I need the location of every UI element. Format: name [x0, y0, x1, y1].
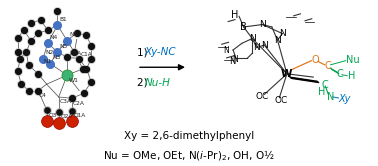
Text: H: H [231, 10, 238, 20]
Text: Nu = OMe, OEt, N($\it{i}$-Pr)$_2$, OH, O½: Nu = OMe, OEt, N($\it{i}$-Pr)$_2$, OH, O… [103, 149, 275, 163]
Text: H: H [318, 87, 325, 97]
Text: Nu: Nu [346, 55, 360, 65]
Text: O3: O3 [48, 113, 57, 118]
Text: C: C [324, 61, 331, 71]
Text: H: H [348, 71, 355, 81]
Text: Xy = 2,6-dimethylphenyl: Xy = 2,6-dimethylphenyl [124, 131, 254, 141]
Text: Xy-NC: Xy-NC [144, 47, 176, 57]
Text: C2A: C2A [73, 101, 85, 106]
Text: N: N [229, 57, 235, 66]
Text: W: W [281, 69, 293, 79]
Text: N5: N5 [59, 43, 68, 48]
Text: N: N [279, 29, 286, 38]
Text: N: N [259, 20, 266, 29]
Text: N2: N2 [45, 50, 53, 55]
Text: C3A: C3A [60, 99, 72, 104]
Text: OC: OC [275, 96, 288, 105]
Text: N4: N4 [50, 35, 58, 40]
Text: Xy: Xy [339, 94, 351, 104]
Text: W1: W1 [69, 78, 79, 83]
Text: C1A: C1A [81, 52, 93, 57]
Text: B1: B1 [59, 17, 67, 22]
Text: N6: N6 [69, 32, 77, 37]
Text: N: N [232, 55, 238, 64]
Text: N: N [274, 36, 281, 45]
Text: C: C [322, 80, 329, 89]
Text: Nu-H: Nu-H [144, 78, 170, 88]
Text: 2): 2) [137, 78, 151, 88]
Text: 1): 1) [137, 47, 151, 57]
Text: O1A: O1A [74, 113, 86, 118]
Text: H1A: H1A [69, 51, 81, 56]
Text: N: N [261, 41, 268, 50]
Text: C4: C4 [39, 93, 47, 98]
Text: N: N [223, 46, 229, 55]
Text: N: N [249, 34, 256, 43]
Text: N1: N1 [44, 59, 52, 64]
Text: N: N [327, 92, 334, 102]
Text: N3: N3 [52, 55, 60, 60]
Text: O2A: O2A [60, 114, 73, 119]
Text: OC: OC [256, 92, 269, 101]
Text: O: O [311, 55, 319, 65]
Text: N: N [253, 43, 260, 52]
Text: C: C [336, 69, 343, 79]
Text: B: B [240, 22, 247, 32]
